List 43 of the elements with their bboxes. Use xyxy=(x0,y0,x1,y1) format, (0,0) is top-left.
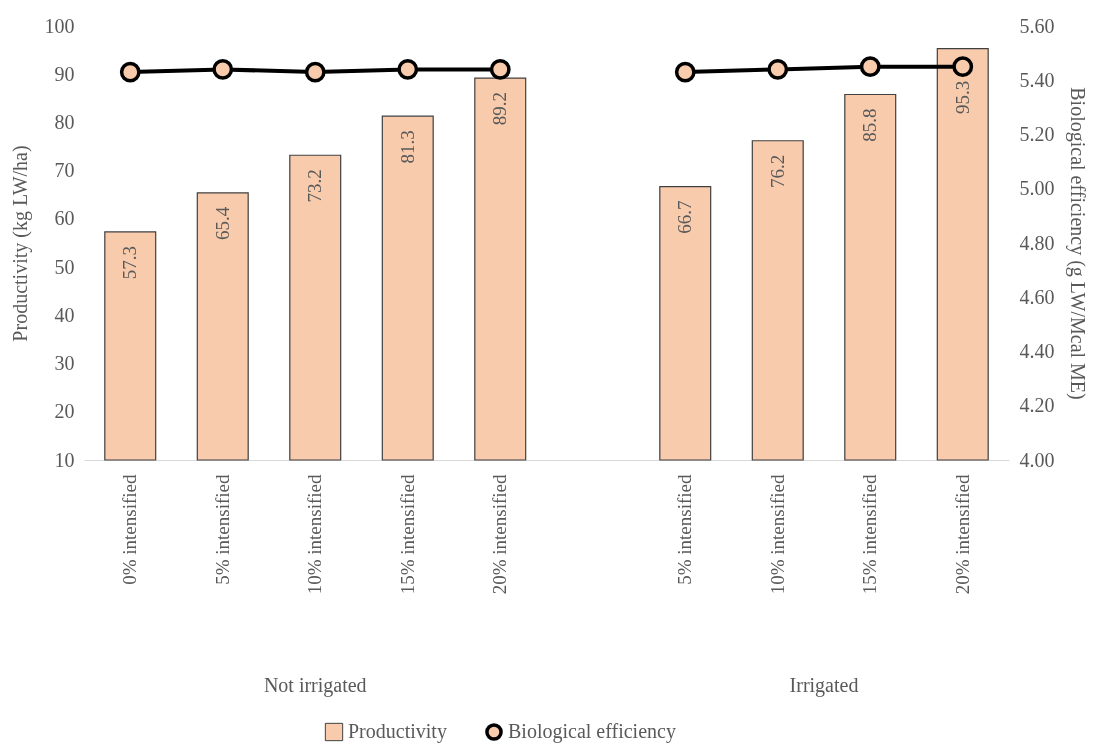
x-tick-label: 15% intensified xyxy=(396,474,418,595)
x-tick-label: 20% intensified xyxy=(489,474,511,595)
y-axis-title: Productivity (kg LW/ha) xyxy=(8,145,32,342)
data-label: 73.2 xyxy=(304,169,326,203)
data-label: 66.7 xyxy=(674,200,696,234)
data-label: 57.3 xyxy=(119,245,141,280)
data-label: 81.3 xyxy=(396,130,418,164)
y-tick-label: 20 xyxy=(54,400,75,423)
x-tick-label: 0% intensified xyxy=(119,474,141,585)
y2-tick-label: 4.00 xyxy=(1019,448,1055,471)
x-tick-label: 10% intensified xyxy=(766,474,788,595)
text: Irrigated xyxy=(789,674,859,697)
y2-tick-label: 4.40 xyxy=(1019,340,1055,362)
x-tick-label: 15% intensified xyxy=(859,474,881,595)
y2-tick-label: 5.00 xyxy=(1019,177,1055,200)
y-tick-label: 70 xyxy=(54,159,75,182)
y-tick-label: 80 xyxy=(54,110,75,133)
y2-tick-label: 4.20 xyxy=(1019,394,1055,417)
text: Not irrigated xyxy=(263,674,367,697)
data-label: 65.4 xyxy=(211,206,233,241)
y2-tick-label: 5.40 xyxy=(1019,68,1055,91)
y2-tick-label: 4.60 xyxy=(1019,285,1055,308)
legend-label: Productivity xyxy=(348,720,447,743)
y-tick-label: 100 xyxy=(44,14,75,37)
x-tick-label: 10% intensified xyxy=(304,474,326,595)
data-label: 95.3 xyxy=(951,80,973,114)
y2-tick-label: 4.80 xyxy=(1019,231,1055,254)
y2-tick-label: 5.60 xyxy=(1019,14,1055,37)
y2-axis-title: Biological efficiency (g LW/Mcal ME) xyxy=(1065,87,1089,400)
data-label: 76.2 xyxy=(766,154,788,189)
y-tick-label: 90 xyxy=(54,62,75,85)
y-tick-label: 10 xyxy=(54,448,75,471)
y-tick-label: 30 xyxy=(54,352,75,375)
y-tick-label: 50 xyxy=(54,255,75,278)
y-tick-label: 60 xyxy=(54,207,75,230)
legend-label: Biological efficiency xyxy=(508,720,676,743)
x-tick-label: 5% intensified xyxy=(674,474,696,585)
x-tick-label: 5% intensified xyxy=(211,474,233,585)
y-tick-label: 40 xyxy=(54,303,75,326)
data-label: 89.2 xyxy=(489,92,511,126)
y2-tick-label: 5.20 xyxy=(1019,123,1055,145)
x-tick-label: 20% intensified xyxy=(951,474,973,595)
data-label: 85.8 xyxy=(859,108,881,142)
